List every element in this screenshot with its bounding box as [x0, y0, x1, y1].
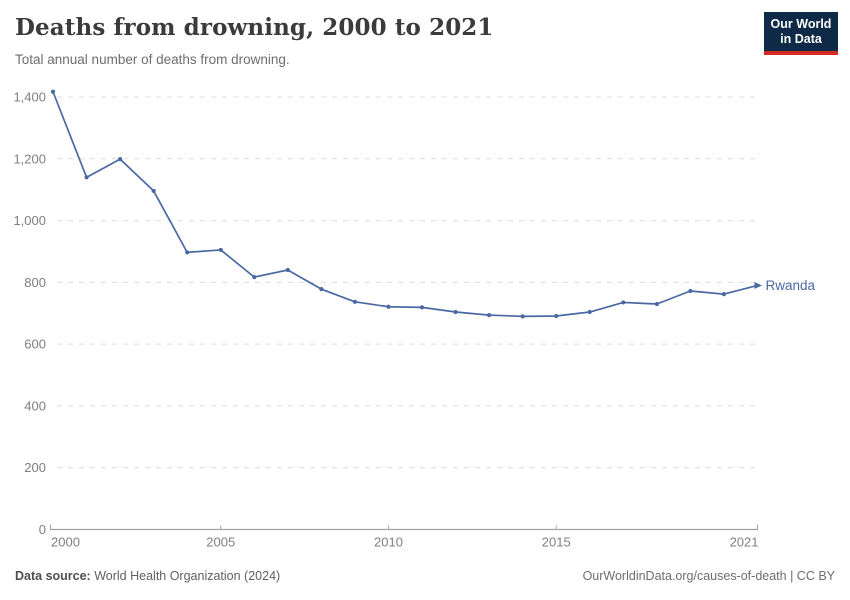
- data-point[interactable]: [185, 250, 190, 255]
- credit-link[interactable]: OurWorldinData.org/causes-of-death | CC …: [582, 569, 835, 583]
- data-point[interactable]: [386, 304, 391, 309]
- data-point[interactable]: [50, 89, 56, 94]
- owid-logo-accent-bar: [764, 51, 838, 55]
- data-point[interactable]: [554, 313, 559, 319]
- data-source-label: Data source:: [15, 569, 91, 583]
- x-tick-label: 2015: [542, 535, 571, 550]
- data-point[interactable]: [319, 287, 324, 292]
- data-point[interactable]: [352, 299, 358, 304]
- y-tick-label: 1,200: [13, 151, 46, 166]
- x-tick-label: 2021: [730, 535, 759, 550]
- line-chart: 0 200 400 600 800 1,000 1,200 1,400 2000 2005 2010…: [13, 89, 816, 550]
- series-label[interactable]: Rwanda: [766, 278, 816, 293]
- y-tick-label: 600: [24, 337, 46, 352]
- data-source-value: World Health Organization (2024): [94, 569, 281, 583]
- chart-footer: Data source: World Health Organization (…: [15, 569, 835, 583]
- data-point[interactable]: [587, 309, 592, 315]
- data-point[interactable]: [688, 288, 693, 294]
- y-tick-label: 800: [24, 275, 46, 290]
- data-point[interactable]: [218, 247, 223, 253]
- y-tick-label: 400: [24, 398, 46, 413]
- owid-logo-line1: Our World: [770, 17, 832, 31]
- data-point[interactable]: [621, 300, 626, 305]
- y-tick-label: 200: [24, 460, 46, 475]
- chart-subtitle: Total annual number of deaths from drown…: [15, 52, 290, 67]
- x-tick-label: 2005: [206, 535, 235, 550]
- y-tick-label: 1,000: [13, 213, 46, 228]
- y-tick-label: 1,400: [13, 90, 46, 105]
- data-point[interactable]: [487, 313, 492, 318]
- data-point[interactable]: [721, 291, 727, 297]
- chart-title: Deaths from drowning, 2000 to 2021: [15, 14, 494, 41]
- data-point[interactable]: [151, 188, 156, 194]
- data-source: Data source: World Health Organization (…: [15, 569, 280, 583]
- data-point[interactable]: [419, 305, 425, 310]
- owid-logo-line2: in Data: [780, 32, 822, 46]
- x-tick-label: 2010: [374, 535, 403, 550]
- data-point[interactable]: [252, 275, 257, 280]
- owid-logo[interactable]: Our World in Data: [764, 12, 838, 55]
- data-point[interactable]: [285, 267, 290, 273]
- data-point[interactable]: [84, 175, 89, 180]
- data-point[interactable]: [654, 301, 659, 307]
- series-end-arrow: [754, 282, 762, 289]
- data-point[interactable]: [520, 314, 525, 319]
- series-line-rwanda[interactable]: [52, 90, 759, 318]
- data-point[interactable]: [117, 156, 123, 162]
- data-point[interactable]: [453, 309, 458, 315]
- x-tick-label: 2000: [51, 535, 80, 550]
- y-tick-label: 0: [39, 522, 46, 537]
